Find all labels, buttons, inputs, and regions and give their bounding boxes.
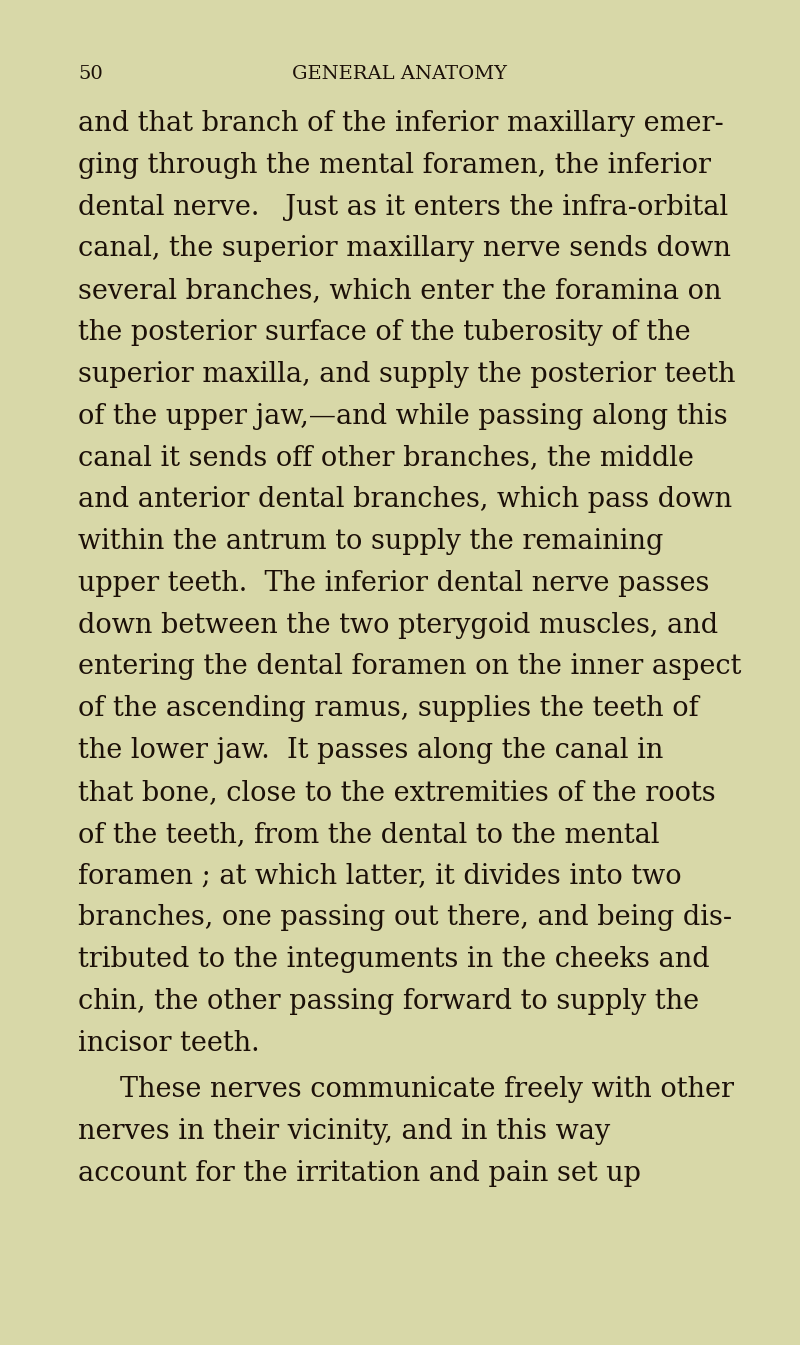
Text: entering the dental foramen on the inner aspect: entering the dental foramen on the inner… xyxy=(78,654,742,681)
Text: superior maxilla, and supply the posterior teeth: superior maxilla, and supply the posteri… xyxy=(78,360,735,387)
Text: and anterior dental branches, which pass down: and anterior dental branches, which pass… xyxy=(78,486,732,514)
Text: down between the two pterygoid muscles, and: down between the two pterygoid muscles, … xyxy=(78,612,718,639)
Text: incisor teeth.: incisor teeth. xyxy=(78,1030,260,1057)
Text: These nerves communicate freely with other: These nerves communicate freely with oth… xyxy=(120,1076,734,1103)
Text: foramen ; at which latter, it divides into two: foramen ; at which latter, it divides in… xyxy=(78,862,682,889)
Text: canal, the superior maxillary nerve sends down: canal, the superior maxillary nerve send… xyxy=(78,235,731,262)
Text: branches, one passing out there, and being dis-: branches, one passing out there, and bei… xyxy=(78,904,732,931)
Text: chin, the other passing forward to supply the: chin, the other passing forward to suppl… xyxy=(78,987,699,1014)
Text: and that branch of the inferior maxillary emer-: and that branch of the inferior maxillar… xyxy=(78,110,724,137)
Text: several branches, which enter the foramina on: several branches, which enter the forami… xyxy=(78,277,722,304)
Text: the lower jaw.  It passes along the canal in: the lower jaw. It passes along the canal… xyxy=(78,737,663,764)
Text: dental nerve.   Just as it enters the infra-orbital: dental nerve. Just as it enters the infr… xyxy=(78,194,728,221)
Text: ging through the mental foramen, the inferior: ging through the mental foramen, the inf… xyxy=(78,152,711,179)
Text: of the teeth, from the dental to the mental: of the teeth, from the dental to the men… xyxy=(78,820,659,847)
Text: upper teeth.  The inferior dental nerve passes: upper teeth. The inferior dental nerve p… xyxy=(78,570,710,597)
Text: the posterior surface of the tuberosity of the: the posterior surface of the tuberosity … xyxy=(78,319,690,346)
Text: tributed to the integuments in the cheeks and: tributed to the integuments in the cheek… xyxy=(78,946,710,972)
Text: within the antrum to supply the remaining: within the antrum to supply the remainin… xyxy=(78,529,663,555)
Text: 50: 50 xyxy=(78,65,102,83)
Text: nerves in their vicinity, and in this way: nerves in their vicinity, and in this wa… xyxy=(78,1118,610,1145)
Text: of the upper jaw,—and while passing along this: of the upper jaw,—and while passing alon… xyxy=(78,402,728,429)
Text: account for the irritation and pain set up: account for the irritation and pain set … xyxy=(78,1159,641,1188)
Text: of the ascending ramus, supplies the teeth of: of the ascending ramus, supplies the tee… xyxy=(78,695,698,722)
Text: GENERAL ANATOMY: GENERAL ANATOMY xyxy=(293,65,507,83)
Text: canal it sends off other branches, the middle: canal it sends off other branches, the m… xyxy=(78,444,694,471)
Text: that bone, close to the extremities of the roots: that bone, close to the extremities of t… xyxy=(78,779,716,806)
